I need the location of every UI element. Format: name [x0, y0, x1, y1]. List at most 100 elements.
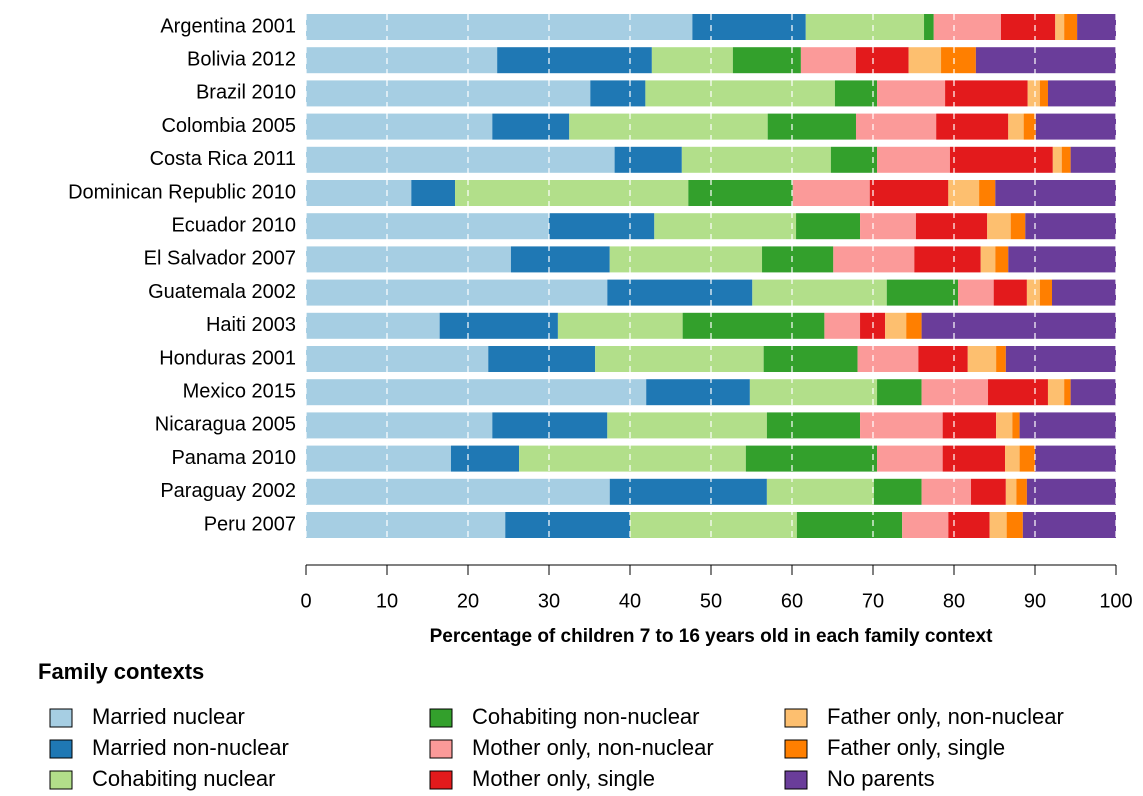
category-label: Dominican Republic 2010 — [68, 181, 296, 203]
bar-segment — [682, 312, 825, 339]
category-label: Mexico 2015 — [183, 380, 296, 402]
x-tick-label: 100 — [1099, 590, 1132, 612]
bar-segment — [549, 213, 655, 240]
bar-segment — [918, 346, 968, 372]
bar-segment — [942, 412, 997, 439]
bar-segment — [306, 346, 489, 372]
bar-segment — [1055, 14, 1065, 40]
bar-segment — [1006, 512, 1023, 538]
bar-segment — [510, 246, 610, 273]
bar-segment — [488, 346, 596, 372]
legend-swatch — [49, 739, 73, 759]
bar-segment — [948, 180, 980, 206]
bar-segment — [995, 180, 1116, 206]
bar-segment — [492, 113, 570, 140]
bar-segment — [1070, 379, 1116, 406]
x-tick-label: 20 — [457, 590, 479, 612]
bar-segment — [886, 279, 959, 306]
bar-segment — [824, 312, 861, 339]
bar-segment — [688, 180, 793, 206]
category-label: Panama 2010 — [171, 447, 296, 469]
bar-segment — [885, 312, 907, 339]
bar-segment — [1026, 279, 1040, 306]
bar-segment — [1005, 445, 1020, 472]
legend-swatch — [784, 708, 808, 728]
category-label: El Salvador 2007 — [144, 248, 296, 270]
bar-segment — [609, 246, 763, 273]
bar-segment — [1064, 379, 1071, 406]
legend-label: Father only, non-nuclear — [827, 704, 1064, 729]
legend-label: Cohabiting nuclear — [92, 766, 275, 791]
bar-segment — [855, 113, 937, 140]
bar-segment — [306, 14, 693, 40]
bar-segment — [945, 80, 1028, 107]
bar-segment — [975, 47, 1116, 74]
bar-segment — [1008, 246, 1116, 273]
category-label: Haiti 2003 — [206, 314, 296, 336]
bar-segment — [833, 246, 915, 273]
bar-segment — [908, 47, 942, 74]
bar-segment — [902, 512, 949, 538]
bar-segment — [830, 146, 878, 173]
bar-segment — [800, 47, 856, 74]
bar-segment — [1052, 279, 1116, 306]
bar-segment — [306, 412, 493, 439]
bar-segment — [921, 379, 989, 406]
bar-segment — [805, 14, 925, 40]
x-tick-label: 70 — [862, 590, 884, 612]
legend-label: Mother only, single — [472, 766, 655, 791]
bar-segment — [996, 412, 1013, 439]
category-label: Argentina 2001 — [160, 15, 296, 37]
bar-segment — [607, 279, 753, 306]
bar-segment — [971, 478, 1006, 505]
bar-segment — [921, 478, 972, 505]
bar-segment — [877, 146, 950, 173]
bar-segment — [749, 379, 878, 406]
bar-segment — [763, 346, 858, 372]
x-tick-label: 40 — [619, 590, 641, 612]
bar-segment — [306, 213, 549, 240]
bar-segment — [914, 246, 981, 273]
bar-segment — [1035, 113, 1116, 140]
bar-segment — [948, 512, 990, 538]
bar-segment — [766, 412, 861, 439]
bar-segment — [745, 445, 878, 472]
bar-segment — [873, 478, 922, 505]
bar-segment — [792, 180, 870, 206]
category-label: Ecuador 2010 — [171, 214, 296, 236]
bar-segment — [306, 312, 440, 339]
bar-segment — [877, 80, 946, 107]
bar-segment — [1010, 213, 1026, 240]
bar-segment — [958, 279, 994, 306]
bar-segment — [915, 213, 988, 240]
bar-segment — [411, 180, 456, 206]
bar-segment — [877, 445, 943, 472]
bar-segment — [1016, 478, 1027, 505]
bar-segment — [942, 445, 1006, 472]
legend-label: Married nuclear — [92, 704, 245, 729]
bar-segment — [1000, 14, 1056, 40]
bar-segment — [796, 213, 861, 240]
bar-segment — [651, 47, 733, 74]
bar-segment — [306, 180, 412, 206]
bar-segment — [609, 478, 767, 505]
bar-segment — [796, 512, 903, 538]
legend-label: Mother only, non-nuclear — [472, 735, 714, 760]
bar-segment — [1052, 146, 1062, 173]
bar-segment — [941, 47, 976, 74]
bar-segment — [590, 80, 646, 107]
bar-segment — [877, 379, 922, 406]
bar-segment — [645, 80, 835, 107]
bar-segment — [1005, 346, 1116, 372]
category-label: Paraguay 2002 — [160, 480, 296, 502]
bar-segment — [987, 213, 1011, 240]
bar-segment — [980, 246, 996, 273]
bar-segment — [1039, 80, 1048, 107]
bar-segment — [306, 512, 506, 538]
legend-label: No parents — [827, 766, 935, 791]
bar-segment — [306, 478, 610, 505]
bar-segment — [1035, 445, 1116, 472]
category-label: Brazil 2010 — [196, 82, 296, 104]
category-label: Colombia 2005 — [161, 115, 296, 137]
bar-segment — [557, 312, 683, 339]
